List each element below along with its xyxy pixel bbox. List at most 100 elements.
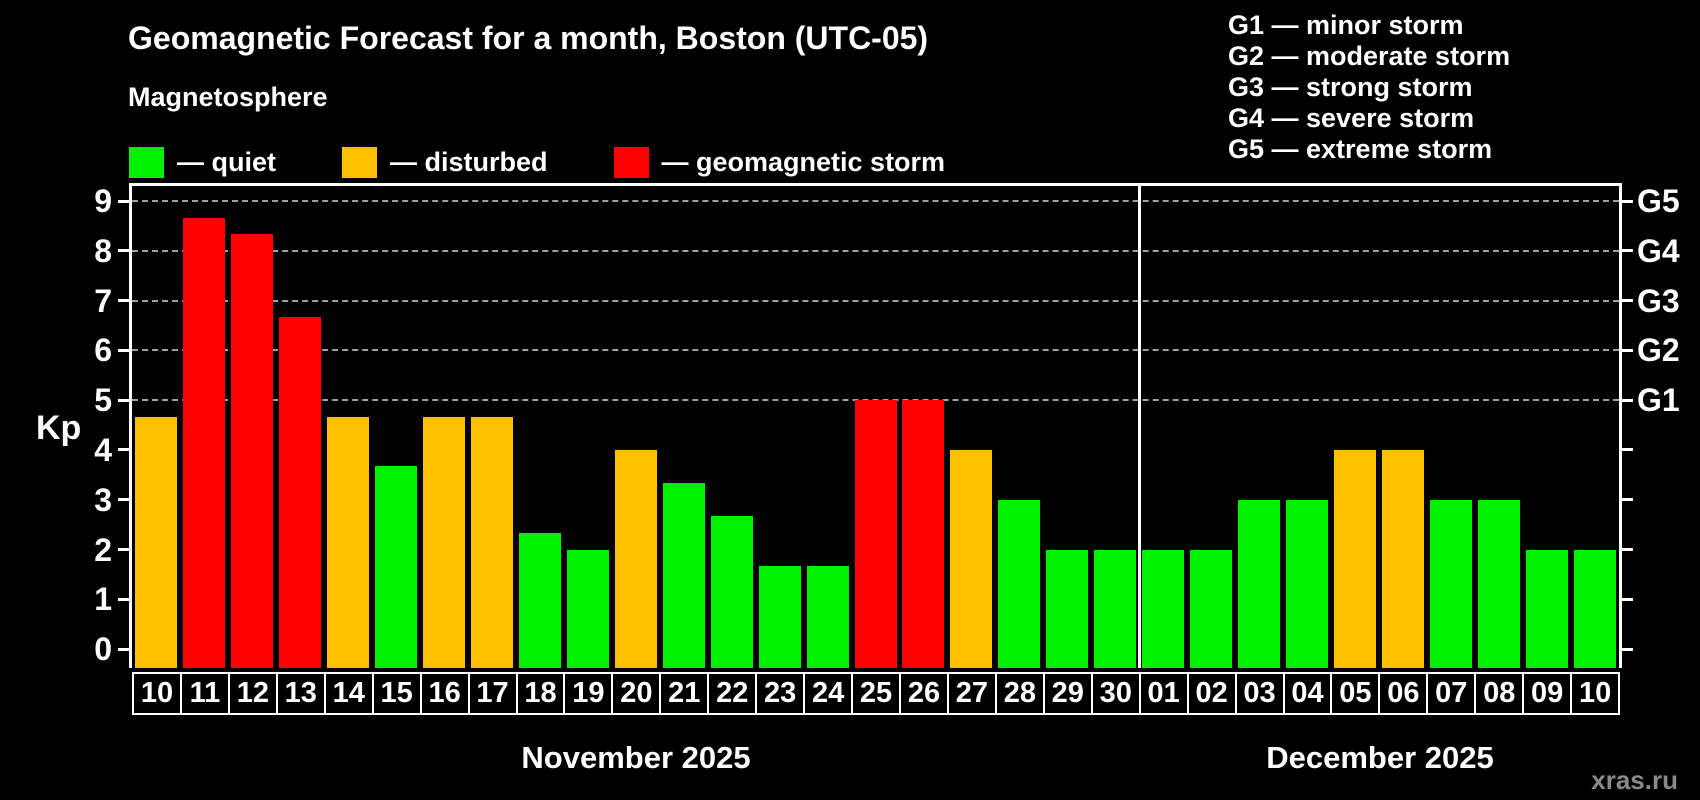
kp-bar-dec-08 [1478,499,1521,668]
date-cell-dec-04: 04 [1282,672,1333,715]
bar-slot-14 [324,186,372,668]
right-axis-tick [1622,249,1633,253]
y-axis-tick-label: 4 [94,431,112,468]
bar-slot-11 [180,186,228,668]
date-cell-nov-29: 29 [1042,672,1093,715]
storm-scale-item: G5 — extreme storm [1228,134,1493,164]
disturbed-color-swatch [342,147,377,178]
legend-label: — quiet [177,147,276,177]
storm-scale-legend: G1 — minor storm G2 — moderate storm G3 — … [1228,10,1510,165]
kp-bar-nov-17 [470,416,513,668]
bar-slot-07 [1427,186,1475,668]
kp-bar-dec-01 [1142,549,1185,668]
kp-bar-nov-19 [566,549,609,668]
storm-scale-item: G4 — severe storm [1228,103,1475,133]
bar-slot-23 [756,186,804,668]
y-axis-tick-label: 5 [94,382,112,419]
date-cell-dec-05: 05 [1330,672,1381,715]
month-label-november: November 2025 [521,740,751,775]
date-cell-nov-17: 17 [467,672,518,715]
kp-level-legend: — quiet — disturbed — geomagnetic storm [129,147,1011,178]
date-cell-nov-15: 15 [371,672,422,715]
kp-bar-dec-02 [1190,549,1233,668]
kp-bar-nov-28 [998,499,1041,668]
bar-slot-05 [1331,186,1379,668]
bar-slot-18 [516,186,564,668]
y-axis-tick-label: 7 [94,282,112,319]
bar-slot-09 [1523,186,1571,668]
y-axis-tick-label: 9 [94,183,112,220]
bar-slot-25 [852,186,900,668]
date-axis: 10 11 12 13 14 15 16 17 18 19 20 21 22 23 24 25 26 27 28 29… [132,672,1621,715]
bar-slot-02 [1187,186,1235,668]
y-axis-tick-label: 2 [94,531,112,568]
legend-item-quiet: — quiet [129,147,276,178]
chart-title: Geomagnetic Forecast for a month, Boston… [128,20,929,56]
right-axis-label-g2: G2 [1637,332,1680,369]
bar-slot-08 [1475,186,1523,668]
date-cell-nov-19: 19 [563,672,614,715]
date-cell-nov-18: 18 [515,672,566,715]
bar-slot-27 [947,186,995,668]
right-axis-tick [1622,548,1633,552]
bars-container [132,186,1619,668]
gridline-kp7 [132,299,1619,302]
bar-slot-19 [564,186,612,668]
date-cell-nov-23: 23 [755,672,806,715]
date-cell-nov-30: 30 [1090,672,1141,715]
month-label-december: December 2025 [1266,740,1494,775]
storm-scale-item: G2 — moderate storm [1228,41,1511,71]
y-axis-tick [118,199,129,203]
gridline-kp9 [132,200,1619,203]
kp-bar-nov-18 [518,533,561,668]
kp-bar-nov-24 [806,565,849,668]
bar-slot-30 [1091,186,1139,668]
bar-slot-03 [1235,186,1283,668]
date-cell-nov-16: 16 [419,672,470,715]
kp-bar-nov-20 [614,449,657,668]
date-cell-nov-22: 22 [707,672,758,715]
kp-bar-nov-22 [710,516,753,668]
kp-bar-nov-25 [854,400,897,668]
date-cell-nov-21: 21 [659,672,710,715]
y-axis-tick-label: 6 [94,332,112,369]
bar-slot-28 [995,186,1043,668]
date-cell-dec-10: 10 [1570,672,1621,715]
bar-slot-17 [468,186,516,668]
chart-subtitle: Magnetosphere [128,82,328,112]
y-axis-title: Kp [36,409,82,447]
date-cell-dec-02: 02 [1186,672,1237,715]
kp-bar-dec-10 [1574,549,1617,668]
y-axis-tick [118,548,129,552]
storm-color-swatch [613,147,649,178]
bar-slot-26 [900,186,948,668]
date-cell-nov-28: 28 [994,672,1045,715]
plot-area [118,183,1633,668]
quiet-color-swatch [129,147,164,178]
right-axis-tick [1622,597,1633,601]
date-cell-dec-09: 09 [1522,672,1573,715]
right-axis-tick [1622,199,1633,203]
y-axis-tick-label: 8 [94,232,112,269]
kp-bar-nov-16 [422,416,465,668]
legend-item-disturbed: — disturbed [342,147,548,178]
storm-scale-item: G3 — strong storm [1228,72,1473,102]
y-axis-tick-label: 1 [94,581,112,618]
kp-bar-nov-26 [902,400,945,668]
kp-bar-nov-12 [230,234,273,668]
legend-item-storm: — geomagnetic storm [613,147,945,178]
bar-slot-20 [612,186,660,668]
date-cell-nov-13: 13 [275,672,326,715]
bar-slot-15 [372,186,420,668]
bar-slot-24 [804,186,852,668]
gridline-kp6 [132,349,1619,352]
right-axis-label-g1: G1 [1637,382,1680,419]
right-axis-tick [1622,299,1633,303]
date-cell-nov-27: 27 [946,672,997,715]
kp-bar-nov-30 [1094,549,1137,668]
bar-slot-10 [132,186,180,668]
date-cell-nov-26: 26 [899,672,949,715]
bar-slot-13 [276,186,324,668]
date-cell-nov-20: 20 [611,672,662,715]
